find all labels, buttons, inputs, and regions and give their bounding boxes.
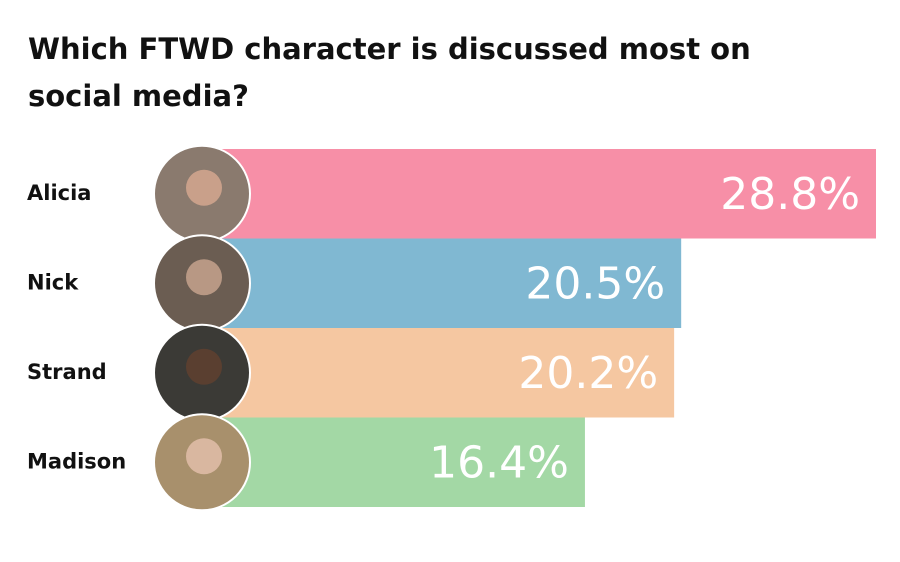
value-label: 28.8% bbox=[720, 169, 860, 220]
bar bbox=[200, 238, 682, 328]
portrait-face bbox=[186, 259, 222, 296]
category-label: Alicia bbox=[27, 181, 91, 205]
category-label: Madison bbox=[27, 449, 126, 473]
value-label: 20.2% bbox=[518, 348, 658, 399]
category-label: Nick bbox=[27, 270, 79, 294]
portrait-face bbox=[186, 438, 222, 475]
chart-title: Which FTWD character is discussed most o… bbox=[28, 32, 751, 113]
value-label: 20.5% bbox=[525, 258, 665, 309]
bar bbox=[200, 328, 675, 418]
bar bbox=[200, 417, 585, 507]
portrait-face bbox=[186, 169, 222, 206]
bar bbox=[200, 149, 876, 239]
value-label: 16.4% bbox=[429, 437, 569, 488]
portrait-face bbox=[186, 348, 222, 385]
category-label: Strand bbox=[27, 360, 107, 384]
